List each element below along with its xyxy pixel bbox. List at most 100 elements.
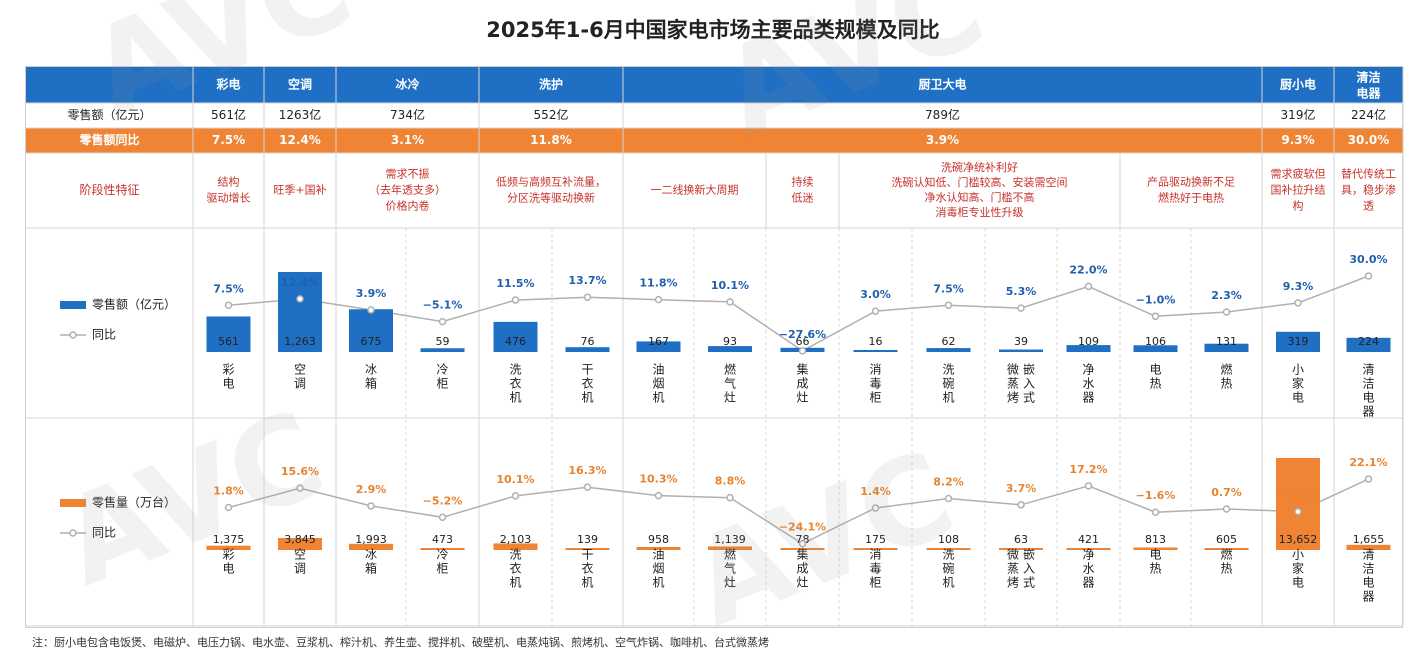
bar-0-4 (493, 321, 538, 352)
cat-0-6-2: 机 (652, 391, 664, 405)
group-stage-5-2: 构 (1293, 199, 1304, 213)
bar-label-0-4: 476 (505, 335, 526, 348)
kitchen-stage-b-1: 低迷 (792, 192, 814, 205)
legend-bar-label-1: 零售量（万台） (92, 495, 176, 510)
yoy-label-1-11: 3.7% (1006, 482, 1037, 495)
bar-label-0-8: 66 (796, 335, 810, 348)
cat-1-14-0: 燃 (1220, 547, 1232, 562)
yoy-point-0-4 (511, 296, 520, 304)
yoy-label-0-14: 2.3% (1211, 289, 1242, 302)
bar-label-1-14: 605 (1216, 533, 1237, 546)
yoy-label-1-15: −1.2% (1278, 489, 1318, 502)
yoy-label-0-13: −1.0% (1136, 293, 1176, 306)
yoy-label-1-14: 0.7% (1211, 486, 1242, 499)
group-sales-2: 734亿 (390, 107, 425, 122)
bar-label-0-11: 39 (1014, 335, 1028, 348)
group-stage-0-0: 结构 (218, 175, 240, 189)
cat-0-13-1: 热 (1149, 377, 1161, 391)
yoy-label-0-15: 9.3% (1283, 280, 1314, 293)
bar-label-1-4: 2,103 (500, 533, 532, 546)
cat-1-13-0: 电 (1149, 548, 1161, 562)
kitchen-stage-c-3: 消毒柜专业性升级 (936, 205, 1024, 219)
cat-1-5-0: 干 (581, 548, 593, 562)
bar-1-6 (636, 547, 681, 550)
cat-0-12-2: 器 (1082, 391, 1094, 405)
cat-0-7-0: 燃 (724, 362, 736, 377)
cat-1-15-0: 小 (1292, 548, 1304, 562)
bar-1-10 (926, 548, 971, 550)
cat-0-11-b1: 入 (1023, 377, 1035, 391)
bar-0-6 (636, 341, 681, 352)
bar-label-1-16: 1,655 (1353, 533, 1385, 546)
cat-1-11-b0: 嵌 (1023, 548, 1035, 562)
yoy-point-0-8 (798, 347, 807, 355)
bar-label-1-12: 421 (1078, 533, 1099, 546)
cat-0-13-0: 电 (1149, 363, 1161, 377)
cat-1-13-1: 热 (1149, 562, 1161, 576)
cat-0-9-1: 毒 (869, 377, 881, 391)
kitchen-stage-d-1: 燃热好于电热 (1158, 191, 1224, 205)
legend-line-label-1: 同比 (92, 526, 116, 540)
cat-1-12-0: 净 (1082, 548, 1094, 562)
bar-1-7 (708, 546, 752, 550)
bar-label-0-1: 1,263 (284, 335, 316, 348)
cat-1-3-1: 柜 (436, 562, 448, 576)
group-yoy-2: 3.1% (391, 133, 424, 147)
cat-1-9-1: 毒 (869, 562, 881, 576)
bar-0-1 (278, 272, 322, 352)
cat-0-4-0: 洗 (509, 363, 521, 377)
group-stage-6-0: 替代传统工 (1341, 167, 1396, 181)
cat-1-1-0: 空 (294, 548, 306, 562)
bar-label-0-12: 109 (1078, 335, 1099, 348)
kitchen-stage-b-0: 持续 (792, 175, 814, 189)
group-sales-0: 561亿 (211, 107, 246, 122)
cat-1-11-a1: 蒸 (1007, 562, 1019, 576)
group-yoy-3: 11.8% (530, 133, 572, 147)
yoy-point-1-12 (1084, 482, 1093, 490)
yoy-label-0-9: 3.0% (860, 288, 891, 301)
yoy-point-1-16 (1364, 475, 1373, 483)
bar-label-1-15: 13,652 (1279, 533, 1318, 546)
bar-label-1-11: 63 (1014, 533, 1028, 546)
yoy-point-1-11 (1017, 501, 1025, 509)
group-sales-3: 552亿 (534, 107, 569, 122)
cat-1-5-1: 衣 (581, 561, 593, 576)
yoy-point-1-0 (224, 503, 233, 512)
bar-label-1-13: 813 (1145, 533, 1166, 546)
cat-1-15-2: 电 (1292, 576, 1304, 590)
bar-1-14 (1204, 548, 1249, 550)
cat-0-9-2: 柜 (869, 391, 881, 405)
group-header-3: 洗护 (539, 77, 563, 92)
cat-0-11-a1: 蒸 (1007, 377, 1019, 391)
bar-label-1-1: 3,845 (284, 533, 316, 546)
cat-0-15-1: 家 (1292, 376, 1304, 391)
bar-0-14 (1204, 343, 1249, 352)
yoy-point-1-6 (654, 491, 663, 500)
yoy-label-1-2: 2.9% (356, 483, 387, 496)
yoy-point-1-15 (1294, 507, 1302, 516)
cat-1-7-1: 气 (724, 561, 736, 576)
cat-1-2-0: 冰 (365, 548, 377, 562)
bar-label-0-0: 561 (218, 335, 239, 348)
cat-0-14-1: 热 (1220, 377, 1232, 391)
cat-0-2-0: 冰 (365, 363, 377, 377)
bar-label-1-2: 1,993 (355, 533, 387, 546)
bar-1-15 (1276, 458, 1320, 550)
yoy-point-0-3 (438, 317, 447, 326)
kitchen-stage-c-0: 洗碗净统补利好 (941, 160, 1018, 174)
group-yoy-4: 3.9% (926, 133, 959, 147)
kitchen-stage-c-2: 净水认知高、门槛不高 (925, 190, 1035, 204)
bar-1-9 (853, 548, 898, 550)
cat-1-4-1: 衣 (509, 561, 521, 576)
cat-1-8-2: 灶 (796, 576, 808, 590)
bar-1-11 (999, 548, 1043, 550)
cat-1-16-1: 洁 (1362, 562, 1374, 576)
bar-1-0 (206, 545, 251, 550)
group-sales-5: 319亿 (1281, 107, 1316, 122)
group-yoy-1: 12.4% (279, 133, 321, 147)
cat-0-0-1: 电 (222, 377, 234, 391)
bar-0-2 (349, 309, 393, 352)
row-label-yoy: 零售额同比 (78, 132, 139, 147)
group-stage-1-0: 旺季+国补 (273, 184, 326, 197)
